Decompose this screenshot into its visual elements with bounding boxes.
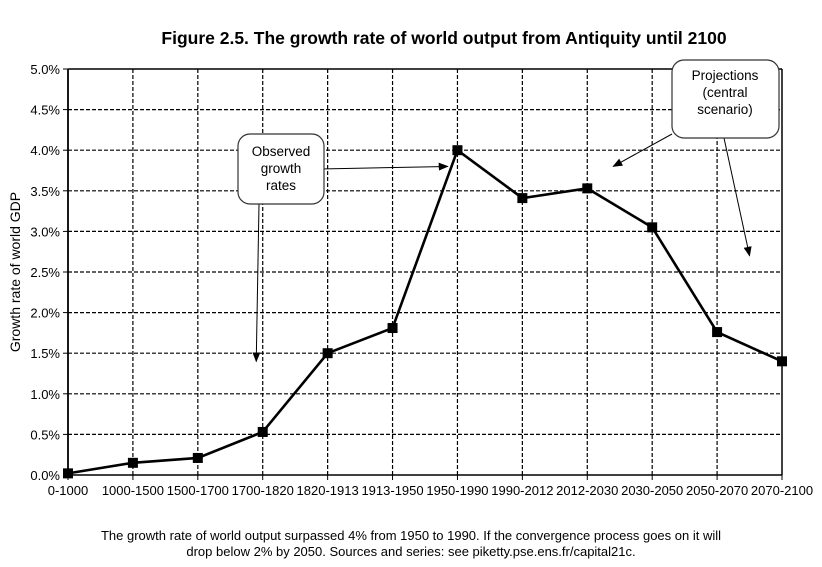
x-tick-labels: 0-1000 1000-1500 1500-1700 1700-1820 1820-19… — [48, 483, 813, 498]
y-tick-label: 3.0% — [30, 224, 60, 239]
x-tick-label: 2012-2030 — [556, 483, 618, 498]
annotation-text: Observed — [252, 144, 311, 159]
data-point-marker — [777, 356, 787, 367]
annotation-text: rates — [266, 178, 296, 193]
annotation-text: (central — [702, 85, 747, 100]
y-tick-label: 0.0% — [30, 468, 60, 483]
axes — [63, 68, 783, 480]
x-tick-label: 1000-1500 — [102, 483, 164, 498]
annotation-arrow — [252, 203, 261, 363]
data-point-marker — [582, 183, 593, 194]
data-point-marker — [63, 468, 73, 479]
x-tick-label: 1820-1913 — [297, 483, 359, 498]
y-tick-label: 0.5% — [30, 427, 60, 442]
annotations: Observed growth rates Projections (central sc… — [237, 59, 780, 363]
data-point-marker — [517, 193, 528, 204]
series-line-path — [67, 148, 783, 475]
annotation-text: growth — [261, 161, 302, 176]
series-line — [63, 145, 787, 479]
y-tick-label: 4.5% — [30, 103, 60, 118]
annotation-projections: Projections (central scenario) — [612, 59, 780, 257]
annotation-box — [671, 59, 780, 139]
footnote: The growth rate of world output surpasse… — [0, 528, 822, 560]
x-tick-label: 1700-1820 — [232, 483, 294, 498]
x-tick-label: 2070-2100 — [751, 483, 813, 498]
x-tick-label: 2050-2070 — [686, 483, 748, 498]
grid — [68, 69, 782, 475]
footnote-line-1: The growth rate of world output surpasse… — [100, 528, 721, 543]
data-point-marker — [452, 145, 463, 156]
annotation-box — [237, 133, 325, 205]
annotation-text: Projections — [692, 68, 759, 83]
y-tick-labels: 0.0% 0.5% 1.0% 1.5% 2.0% 2.5% 3.0% 3.5% 4.0% 4.5%… — [30, 62, 60, 483]
chart-title: Figure 2.5. The growth rate of world out… — [161, 28, 726, 48]
annotation-arrow — [319, 162, 449, 171]
x-tick-label: 1950-1990 — [426, 483, 488, 498]
x-tick-label: 1913-1950 — [361, 483, 423, 498]
y-tick-label: 3.5% — [30, 184, 60, 199]
y-tick-label: 2.5% — [30, 265, 60, 280]
data-point-marker — [387, 323, 398, 334]
y-tick-label: 4.0% — [30, 143, 60, 158]
y-tick-label: 1.5% — [30, 346, 60, 361]
footnote-line-2: drop below 2% by 2050. Sources and serie… — [186, 544, 636, 559]
annotation-text: scenario) — [697, 102, 753, 117]
x-tick-label: 1500-1700 — [167, 483, 229, 498]
x-tick-label: 0-1000 — [48, 483, 88, 498]
data-point-marker — [322, 348, 333, 359]
annotation-arrow — [723, 137, 752, 257]
data-point-marker — [257, 426, 268, 437]
y-tick-label: 2.0% — [30, 306, 60, 321]
x-tick-label: 1990-2012 — [491, 483, 553, 498]
annotation-observed: Observed growth rates — [237, 133, 449, 363]
data-point-marker — [712, 327, 723, 338]
annotation-arrow — [612, 133, 673, 167]
data-point-marker — [192, 452, 203, 463]
y-tick-label: 1.0% — [30, 387, 60, 402]
y-axis-label: Growth rate of world GDP — [7, 192, 23, 352]
x-tick-label: 2030-2050 — [621, 483, 683, 498]
data-point-marker — [647, 222, 658, 233]
data-point-marker — [127, 457, 138, 468]
y-tick-label: 5.0% — [30, 62, 60, 77]
